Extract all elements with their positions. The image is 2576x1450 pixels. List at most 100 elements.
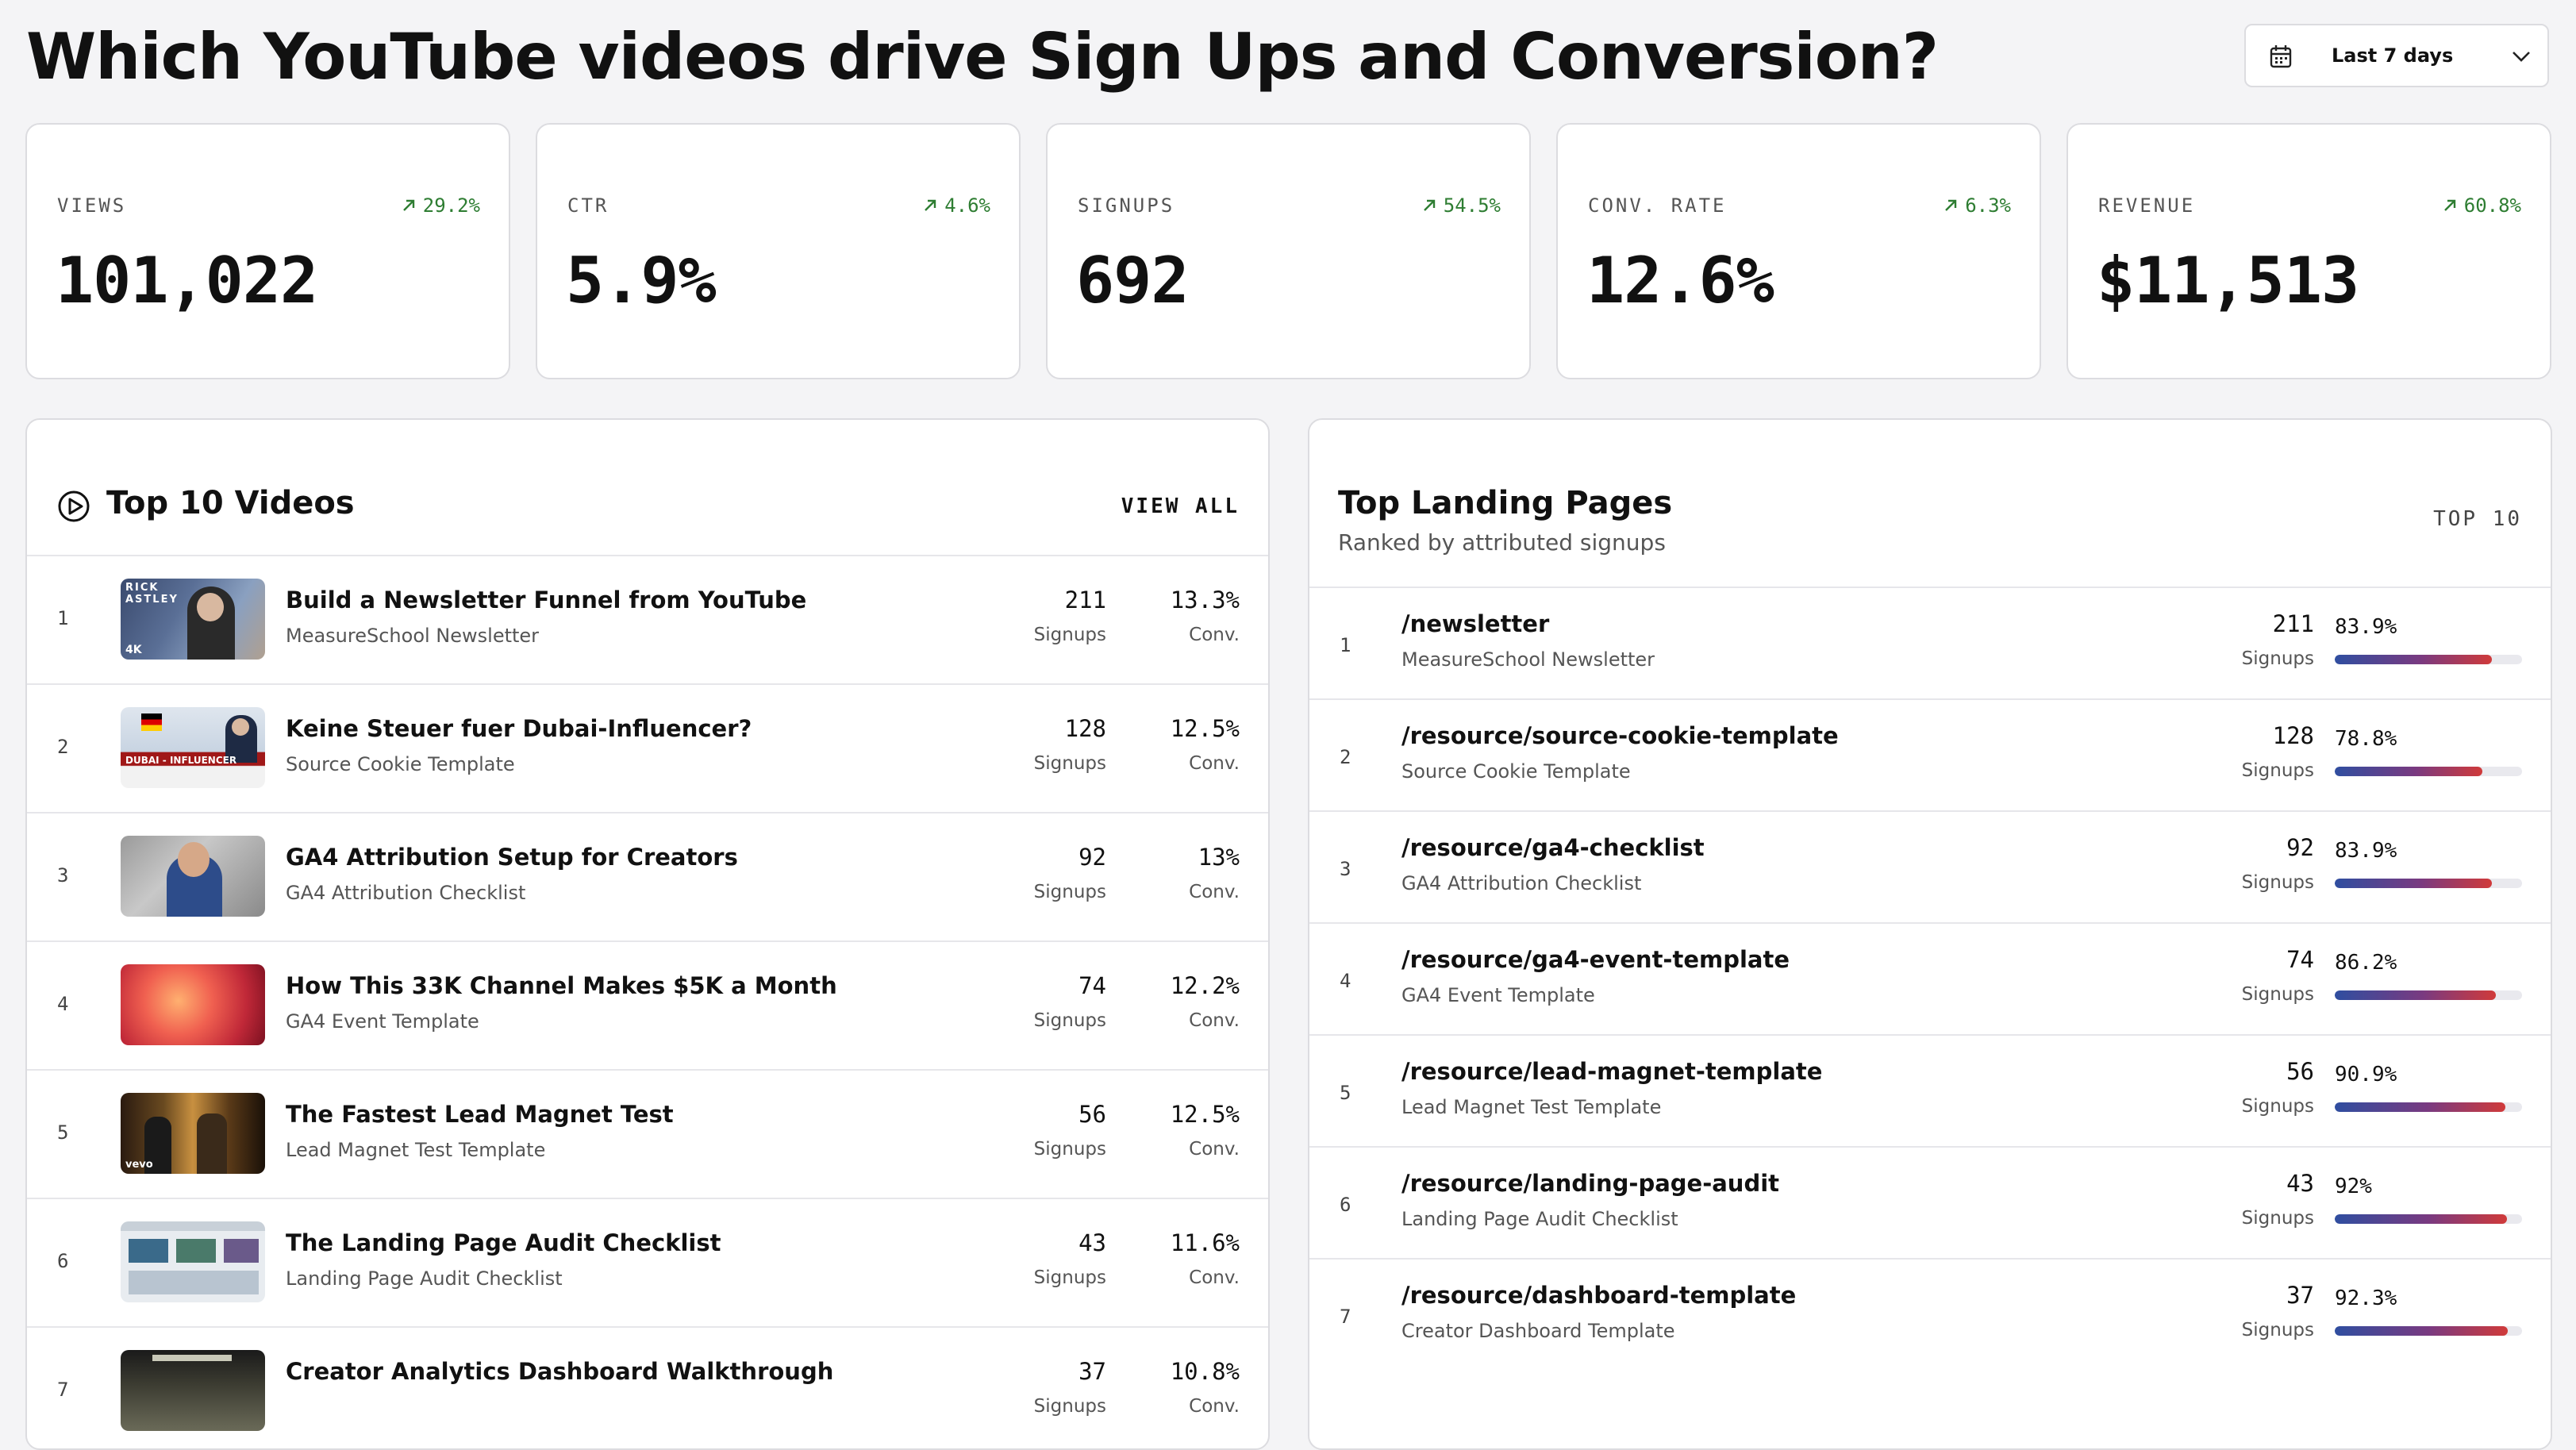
landing-page-path: /resource/source-cookie-template [1401, 722, 1839, 749]
conv-value: 12.5% [1170, 715, 1240, 742]
video-row[interactable]: 1 RICK ASTLEY 4K Build a Newsletter Funn… [27, 555, 1268, 683]
landing-page-row[interactable]: 5 /resource/lead-magnet-template Lead Ma… [1309, 1034, 2551, 1146]
landing-page-row[interactable]: 7 /resource/dashboard-template Creator D… [1309, 1258, 2551, 1370]
kpi-delta: 6.3% [1943, 194, 2011, 217]
landing-page-path: /resource/lead-magnet-template [1401, 1058, 1823, 1085]
row-rank: 3 [57, 864, 69, 887]
kpi-value: 12.6% [1586, 244, 1774, 317]
conv-value: 12.5% [1170, 1101, 1240, 1128]
thumbnail-figure [144, 1117, 171, 1174]
thumbnail-face [197, 593, 224, 621]
row-rank: 1 [1340, 634, 1351, 656]
signups-value: 128 [1064, 715, 1106, 742]
video-asset: Source Cookie Template [286, 753, 515, 775]
landing-page-asset: GA4 Attribution Checklist [1401, 872, 1642, 894]
video-row[interactable]: 7 Creator Analytics Dashboard Walkthroug… [27, 1326, 1268, 1448]
date-range-dropdown[interactable]: Last 7 days [2244, 24, 2549, 87]
conversion-bar [2335, 1326, 2522, 1336]
kpi-delta: 54.5% [1421, 194, 1501, 217]
video-row[interactable]: 3 GA4 Attribution Setup for Creators GA4… [27, 812, 1268, 940]
conversion-bar-fill [2335, 879, 2492, 888]
landing-page-row[interactable]: 1 /newsletter MeasureSchool Newsletter 2… [1309, 587, 2551, 698]
signups-value: 56 [2286, 1058, 2314, 1085]
video-list: 1 RICK ASTLEY 4K Build a Newsletter Funn… [27, 555, 1268, 1448]
video-asset: Landing Page Audit Checklist [286, 1267, 563, 1290]
signups-label: Signups [1033, 1267, 1106, 1288]
video-title: How This 33K Channel Makes $5K a Month [286, 972, 837, 999]
conv-percent: 92.3% [2335, 1287, 2397, 1310]
top-videos-panel: Top 10 Videos VIEW ALL 1 RICK ASTLEY 4K … [25, 418, 1270, 1450]
thumbnail-face [232, 718, 249, 736]
video-row[interactable]: 6 The Landing Page Audit Checklist Landi… [27, 1198, 1268, 1326]
signups-value: 211 [2272, 610, 2314, 637]
top-landing-pages-panel: Top Landing Pages Ranked by attributed s… [1308, 418, 2552, 1450]
thumbnail-block [176, 1239, 216, 1263]
conv-percent: 83.9% [2335, 615, 2397, 639]
signups-value: 74 [1078, 972, 1106, 999]
page-title: Which YouTube videos drive Sign Ups and … [26, 20, 1939, 94]
signups-value: 37 [2286, 1282, 2314, 1309]
landing-page-path: /newsletter [1401, 610, 1550, 637]
kpi-label: CONV. RATE [1588, 194, 1727, 217]
landing-page-row[interactable]: 6 /resource/landing-page-audit Landing P… [1309, 1146, 2551, 1258]
row-rank: 6 [1340, 1194, 1351, 1216]
conv-percent: 90.9% [2335, 1063, 2397, 1087]
conversion-bar [2335, 990, 2522, 1000]
kpi-delta-value: 4.6% [944, 194, 990, 217]
kpi-card-ctr: CTR 4.6% 5.9% [536, 123, 1021, 379]
thumbnail-block [224, 1239, 259, 1263]
row-rank: 2 [57, 736, 69, 758]
row-rank: 5 [1340, 1082, 1351, 1104]
conv-label: Conv. [1189, 1396, 1240, 1417]
video-asset: GA4 Attribution Checklist [286, 882, 526, 904]
thumbnail-light [152, 1355, 232, 1361]
landing-page-asset: Lead Magnet Test Template [1401, 1096, 1662, 1118]
conv-percent: 83.9% [2335, 839, 2397, 863]
conv-label: Conv. [1189, 753, 1240, 774]
kpi-delta-value: 60.8% [2463, 194, 2521, 217]
view-all-link[interactable]: VIEW ALL [1121, 494, 1240, 518]
landing-page-asset: Source Cookie Template [1401, 760, 1631, 783]
video-row[interactable]: 2 DUBAI - INFLUENCER Keine Steuer fuer D… [27, 683, 1268, 812]
video-title: The Landing Page Audit Checklist [286, 1229, 721, 1256]
kpi-value: 692 [1076, 244, 1189, 317]
signups-value: 128 [2272, 722, 2314, 749]
landing-page-asset: GA4 Event Template [1401, 984, 1595, 1006]
signups-label: Signups [1033, 1139, 1106, 1160]
conv-label: Conv. [1189, 882, 1240, 902]
signups-value: 92 [1078, 844, 1106, 871]
thumbnail-caption: DUBAI - INFLUENCER [125, 755, 237, 766]
signups-value: 43 [2286, 1170, 2314, 1197]
kpi-value: 101,022 [56, 244, 318, 317]
landing-page-row[interactable]: 2 /resource/source-cookie-template Sourc… [1309, 698, 2551, 810]
video-title: Creator Analytics Dashboard Walkthrough [286, 1358, 834, 1385]
kpi-label: SIGNUPS [1078, 194, 1175, 217]
conv-value: 13.3% [1170, 587, 1240, 613]
landing-page-row[interactable]: 3 /resource/ga4-checklist GA4 Attributio… [1309, 810, 2551, 922]
kpi-delta: 60.8% [2442, 194, 2521, 217]
signups-value: 56 [1078, 1101, 1106, 1128]
kpi-delta-value: 6.3% [1965, 194, 2011, 217]
conv-value: 13% [1198, 844, 1240, 871]
video-title: The Fastest Lead Magnet Test [286, 1101, 674, 1128]
conv-value: 10.8% [1170, 1358, 1240, 1385]
play-circle-icon [58, 490, 90, 522]
video-thumbnail: RICK ASTLEY 4K [121, 579, 265, 660]
video-asset: Lead Magnet Test Template [286, 1139, 546, 1161]
video-row[interactable]: 4 How This 33K Channel Makes $5K a Month… [27, 940, 1268, 1069]
row-rank: 5 [57, 1121, 69, 1144]
kpi-card-conv-rate: CONV. RATE 6.3% 12.6% [1556, 123, 2041, 379]
conversion-bar [2335, 1102, 2522, 1112]
video-row[interactable]: 5 vevo The Fastest Lead Magnet Test Lead… [27, 1069, 1268, 1198]
chevron-down-icon [2513, 52, 2530, 62]
landing-page-asset: Creator Dashboard Template [1401, 1320, 1675, 1342]
row-rank: 7 [1340, 1306, 1351, 1328]
signups-label: Signups [2241, 984, 2314, 1005]
landing-page-row[interactable]: 4 /resource/ga4-event-template GA4 Event… [1309, 922, 2551, 1034]
signups-label: Signups [1033, 882, 1106, 902]
signups-value: 43 [1078, 1229, 1106, 1256]
video-thumbnail [121, 1350, 265, 1431]
landing-page-path: /resource/ga4-event-template [1401, 946, 1790, 973]
thumbnail-caption: RICK ASTLEY [125, 582, 179, 606]
video-title: Keine Steuer fuer Dubai-Influencer? [286, 715, 752, 742]
